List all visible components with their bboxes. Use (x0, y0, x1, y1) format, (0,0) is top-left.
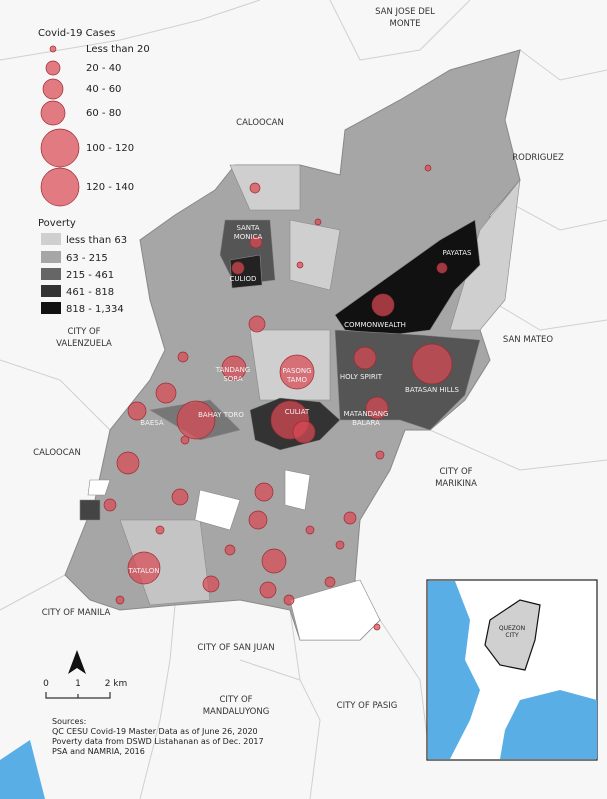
water (0, 740, 45, 799)
district-label: CULIAT (285, 408, 310, 416)
legend-swatch (41, 251, 61, 263)
legend-swatch (41, 268, 61, 280)
district-label: SORA (223, 375, 243, 383)
inset-map: QUEZON CITY (426, 579, 598, 761)
district-label: TANDANG (215, 366, 250, 374)
legend: Covid-19 Cases Less than 20 20 - 40 40 -… (38, 28, 150, 315)
legend-label: 63 - 215 (66, 253, 108, 264)
legend-symbol (45, 60, 61, 76)
district-label: PASONG (282, 367, 311, 375)
legend-symbol (40, 100, 66, 126)
sources: Sources: QC CESU Covid-19 Master Data as… (52, 717, 264, 756)
district-label: MATANDANG (344, 410, 389, 418)
place-label: CALOOCAN (33, 448, 81, 458)
district-label: BAESA (140, 419, 164, 427)
scale-label: 0 (43, 679, 49, 689)
district-labels: SANTA MONICA CULIOD PAYATAS COMMONWEALTH… (128, 224, 472, 575)
legend-title: Poverty (38, 218, 76, 229)
place-labels: SAN JOSE DEL MONTE CALOOCAN RODRIGUEZ CI… (33, 7, 564, 717)
legend-swatch (41, 285, 61, 297)
source-line: Sources: (52, 717, 86, 726)
legend-label: 60 - 80 (86, 108, 121, 119)
legend-symbol (40, 167, 80, 207)
legend-label: 100 - 120 (86, 143, 134, 154)
district-label: SANTA (236, 224, 259, 232)
legend-symbol (49, 45, 57, 53)
legend-symbol (42, 78, 64, 100)
legend-label: 20 - 40 (86, 63, 121, 74)
place-label: RODRIGUEZ (512, 153, 564, 163)
legend-swatch (41, 233, 61, 245)
district-label: BATASAN HILLS (405, 386, 460, 394)
place-label: MONTE (390, 19, 421, 29)
legend-label: 818 - 1,334 (66, 304, 124, 315)
legend-label: Less than 20 (86, 44, 150, 55)
place-label: CITY OF (219, 695, 252, 705)
inset-label: QUEZON (499, 625, 525, 632)
place-label: CITY OF MANILA (42, 608, 111, 618)
legend-label: 461 - 818 (66, 287, 114, 298)
district-label: COMMONWEALTH (344, 321, 406, 329)
district-label: BALARA (352, 419, 380, 427)
legend-label: 40 - 60 (86, 84, 121, 95)
legend-symbol (40, 128, 80, 168)
source-line: QC CESU Covid-19 Master Data as of June … (52, 727, 258, 736)
place-label: SAN JOSE DEL (375, 7, 435, 17)
district-label: BAHAY TORO (198, 411, 244, 419)
scale-label: 2 km (105, 679, 128, 689)
legend-label: 120 - 140 (86, 182, 134, 193)
legend-title: Covid-19 Cases (38, 28, 115, 39)
legend-label: less than 63 (66, 235, 127, 246)
source-line: PSA and NAMRIA, 2016 (52, 747, 145, 756)
district-label: TAMO (286, 376, 308, 384)
inset-label: CITY (505, 632, 519, 639)
district-label: TATALON (128, 567, 160, 575)
scale-bar: 0 1 2 km (43, 650, 128, 699)
legend-swatch (41, 302, 61, 314)
place-label: CITY OF SAN JUAN (197, 643, 274, 653)
place-label: CITY OF (439, 467, 472, 477)
place-label: VALENZUELA (56, 339, 112, 349)
district-label: MONICA (234, 233, 263, 241)
scale-line (45, 692, 111, 699)
place-label: MARIKINA (435, 479, 477, 489)
district-label: CULIOD (230, 275, 257, 283)
north-arrow (68, 650, 86, 674)
legend-label: 215 - 461 (66, 270, 114, 281)
covid-circles (103, 164, 453, 631)
place-label: SAN MATEO (503, 335, 553, 345)
place-label: CITY OF (67, 327, 100, 337)
district-label: PAYATAS (443, 249, 473, 257)
scale-label: 1 (75, 679, 81, 689)
place-label: CALOOCAN (236, 118, 284, 128)
place-label: MANDALUYONG (203, 707, 270, 717)
district-label: HOLY SPIRIT (340, 373, 383, 381)
place-label: CITY OF PASIG (337, 701, 398, 711)
source-line: Poverty data from DSWD Listahanan as of … (52, 737, 264, 746)
